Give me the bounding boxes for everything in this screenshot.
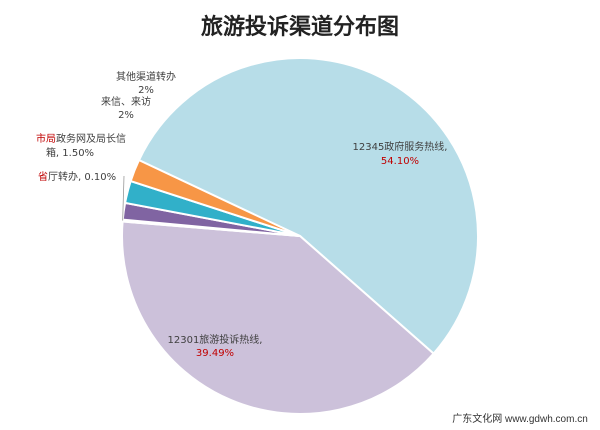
leader-lines [122,175,125,221]
value-letters-visits: 2% [118,110,134,121]
leader-line-province-transfer [122,175,125,221]
value-12301-hotline: 39.49% [196,348,234,359]
label-province-transfer: 省厅转办, 0.10% [38,170,116,183]
value-other-channels: 2% [138,85,154,96]
chart-title: 旅游投诉渠道分布图 [201,14,399,40]
label-other-channels: 其他渠道转办 [116,70,176,83]
watermark: 广东文化网 www.gdwh.com.cn [452,412,588,425]
slice-12345-hotline [137,57,479,356]
label-12301-hotline: 12301旅游投诉热线, [168,333,263,346]
label-12345-hotline: 12345政府服务热线, [353,140,448,153]
value-12345-hotline: 54.10% [381,156,419,167]
label-city-bureau-web-mailbox: 市局政务网及局长信 [36,132,126,145]
label-city-bureau-web-mailbox-line2: 箱, 1.50% [46,146,94,159]
slice-labels: 12345政府服务热线, 54.10% 12301旅游投诉热线, 39.49% 省厅转办… [36,70,448,359]
pie-slices [121,57,479,415]
slice-12301-hotline [121,220,436,415]
slice-other-channels [129,158,301,237]
label-letters-visits: 来信、来访 [101,96,151,108]
